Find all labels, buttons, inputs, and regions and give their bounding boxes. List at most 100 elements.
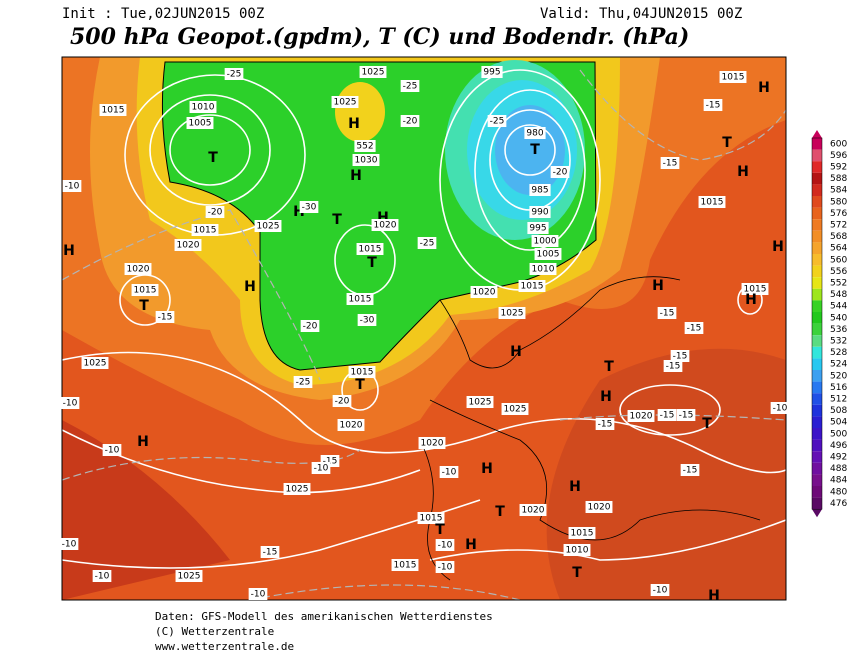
- map-label: 1015: [351, 368, 374, 378]
- label-box: [417, 237, 437, 249]
- legend-swatch: [812, 300, 822, 312]
- label-box: [524, 127, 546, 139]
- legend-label: 520: [830, 371, 847, 381]
- label-box: [174, 239, 202, 251]
- legend-label: 600: [830, 139, 847, 149]
- label-box: [417, 512, 445, 524]
- map-label: 1010: [192, 103, 215, 113]
- high-marker: H: [510, 344, 522, 360]
- label-box: [568, 527, 596, 539]
- legend-swatch: [812, 323, 822, 336]
- low-marker: T: [208, 150, 218, 166]
- map-label: -15: [666, 362, 681, 372]
- label-box: [657, 307, 677, 319]
- label-box: [391, 559, 419, 571]
- map-label: 985: [531, 186, 548, 196]
- legend-swatch: [812, 161, 822, 173]
- map-label: -20: [403, 117, 418, 127]
- label-box: [660, 157, 680, 169]
- high-marker: H: [600, 389, 612, 405]
- legend-label: 500: [830, 429, 847, 439]
- label-box: [359, 66, 387, 78]
- high-marker: H: [481, 461, 493, 477]
- map-label: -15: [660, 411, 675, 421]
- map-label: -10: [62, 540, 77, 550]
- map-label: -25: [403, 82, 418, 92]
- map-label: 1025: [257, 222, 280, 232]
- legend-label: 532: [830, 337, 847, 347]
- low-marker: T: [572, 565, 582, 581]
- legend-swatch: [812, 346, 822, 359]
- label-box: [224, 68, 244, 80]
- map-label: -20: [303, 322, 318, 332]
- label-box: [59, 538, 79, 550]
- map-label: -15: [679, 411, 694, 421]
- legend-swatch: [812, 312, 822, 324]
- legend-swatch: [812, 184, 822, 196]
- map-label: 1020: [630, 412, 653, 422]
- label-box: [371, 219, 399, 231]
- map-label: 1020: [127, 265, 150, 275]
- legend-swatch: [812, 486, 822, 498]
- map-label: -20: [208, 208, 223, 218]
- legend-swatch: [812, 230, 822, 243]
- map-label: 1020: [588, 503, 611, 513]
- label-box: [254, 220, 282, 232]
- map-label: 1015: [394, 561, 417, 571]
- map-label: -15: [687, 324, 702, 334]
- legend-swatch: [812, 265, 822, 278]
- high-marker: H: [63, 243, 75, 259]
- map-label: 1020: [177, 241, 200, 251]
- map-label: -25: [296, 378, 311, 388]
- map-label: -15: [663, 159, 678, 169]
- map-frame: [61, 56, 787, 601]
- map: [62, 57, 786, 600]
- low-marker: T: [367, 255, 377, 271]
- label-box: [703, 99, 723, 111]
- legend-label: 488: [830, 464, 847, 474]
- init-time: Init : Tue,02JUN2015 00Z: [62, 6, 264, 22]
- label-box: [332, 395, 352, 407]
- map-label: -30: [302, 203, 317, 213]
- label-box: [60, 397, 80, 409]
- legend-label: 512: [830, 395, 847, 405]
- legend-label: 592: [830, 163, 847, 173]
- map-label: 1015: [134, 286, 157, 296]
- map-label: 1010: [532, 265, 555, 275]
- label-box: [439, 466, 459, 478]
- map-label: 995: [529, 224, 546, 234]
- map-label: 1025: [84, 359, 107, 369]
- map-label: -15: [598, 420, 613, 430]
- map-label: 1005: [189, 119, 212, 129]
- map-label: 1015: [701, 198, 724, 208]
- high-marker: H: [569, 479, 581, 495]
- label-box: [676, 409, 696, 421]
- low-marker: T: [332, 212, 342, 228]
- map-label: 1025: [334, 98, 357, 108]
- legend-label: 476: [830, 499, 847, 509]
- map-label: 1030: [355, 156, 378, 166]
- label-box: [354, 140, 376, 152]
- map-title: 500 hPa Geopot.(gpdm), T (C) und Bodendr…: [70, 24, 689, 50]
- label-box: [300, 320, 320, 332]
- map-label: 1015: [102, 106, 125, 116]
- map-label: -10: [251, 590, 266, 600]
- low-marker: T: [435, 522, 445, 538]
- label-box: [248, 588, 268, 600]
- legend-label: 556: [830, 267, 847, 277]
- map-label: 1025: [286, 485, 309, 495]
- legend-swatch: [812, 439, 822, 452]
- label-box: [501, 403, 529, 415]
- legend-label: 580: [830, 197, 847, 207]
- label-box: [175, 570, 203, 582]
- legend-swatch: [812, 277, 822, 289]
- label-box: [550, 166, 570, 178]
- legend-label: 540: [830, 313, 847, 323]
- label-box: [357, 314, 377, 326]
- label-box: [534, 248, 562, 260]
- legend-swatch: [812, 196, 822, 208]
- label-box: [595, 418, 615, 430]
- label-box: [563, 544, 591, 556]
- label-box: [529, 184, 551, 196]
